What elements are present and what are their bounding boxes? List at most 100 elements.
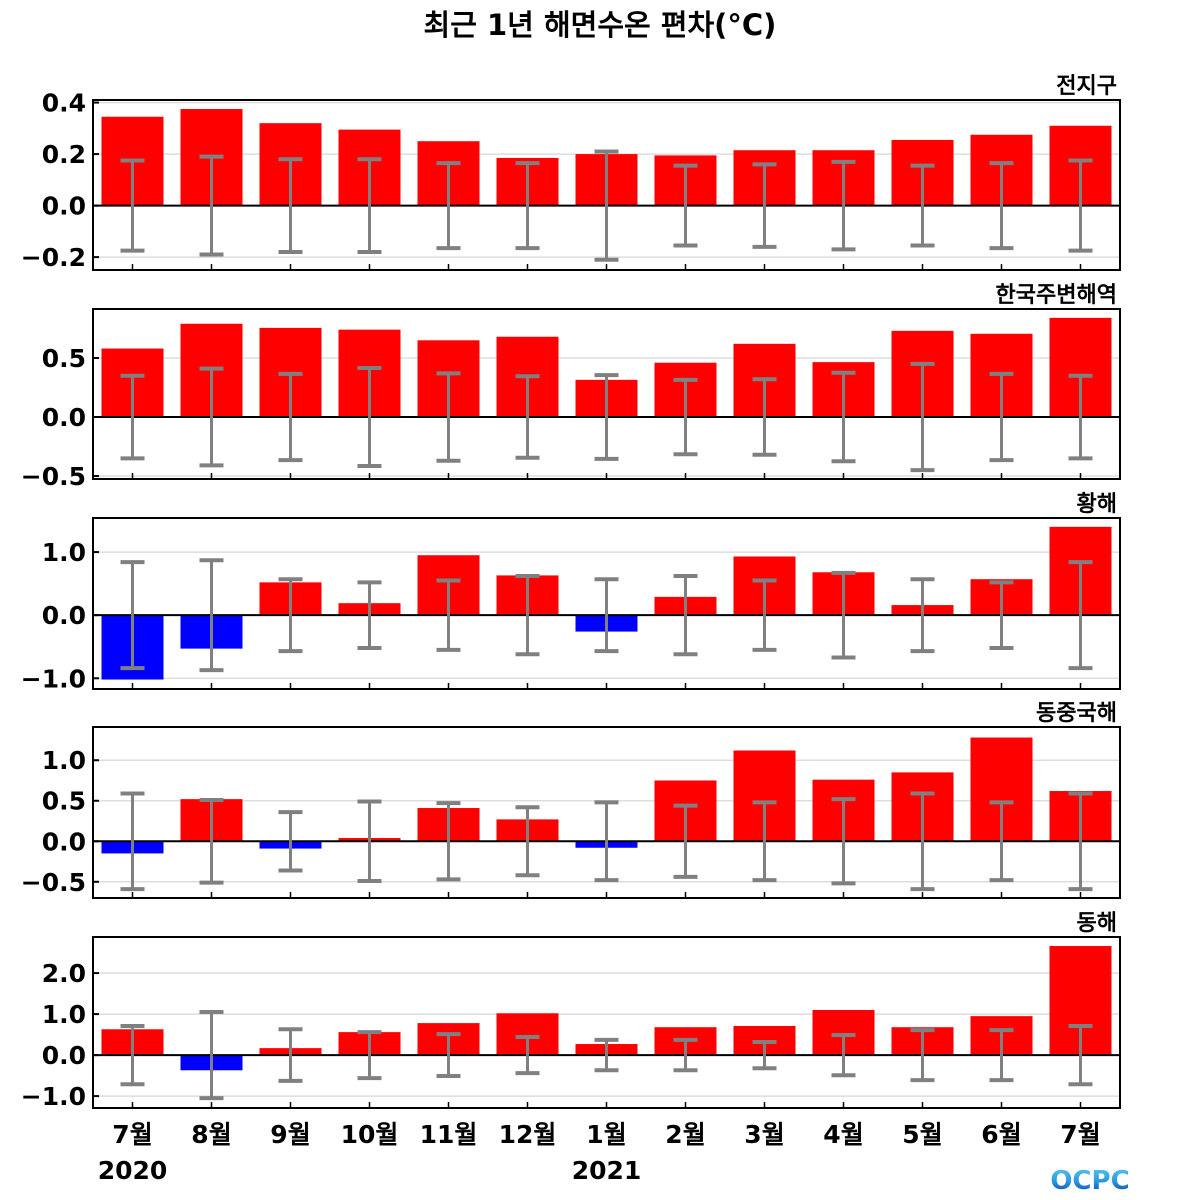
error-bar	[515, 574, 540, 657]
error-bar	[594, 1037, 619, 1073]
error-bar	[436, 161, 461, 251]
panel-label: 황해	[1077, 492, 1117, 517]
y-tick-label: 0.0	[42, 827, 86, 856]
error-bar	[673, 377, 698, 457]
x-tick-label: 8월	[191, 1120, 231, 1149]
y-tick-label: 0.5	[42, 787, 86, 816]
error-bar	[1068, 1023, 1093, 1087]
y-tick-label: −1.0	[21, 664, 86, 693]
panel-4: 동중국해 −0.5 0.0 0.5 1.0	[21, 701, 1121, 899]
error-bar	[989, 371, 1014, 463]
error-bar	[120, 373, 145, 461]
panel-2: 한국주변해역 −0.5 0.0 0.5	[21, 283, 1121, 491]
error-bar	[1068, 158, 1093, 253]
error-bar	[120, 791, 145, 892]
year-label: 2021	[572, 1156, 642, 1185]
y-tick-label: 1.0	[42, 1000, 86, 1029]
error-bar	[278, 371, 303, 463]
error-bar	[673, 1037, 698, 1073]
y-tick-label: 0.0	[42, 192, 86, 221]
panel-frame	[92, 517, 1121, 690]
error-bar	[910, 577, 935, 654]
y-tick-label: −0.5	[21, 462, 86, 491]
error-bar	[515, 805, 540, 878]
error-bar	[357, 799, 382, 883]
error-bar	[673, 163, 698, 248]
error-bar	[673, 803, 698, 879]
x-tick-label: 5월	[902, 1120, 942, 1149]
panel-frame	[92, 936, 1121, 1109]
panel-frame	[92, 726, 1121, 899]
year-label: 2020	[98, 1156, 168, 1185]
y-tick-label: 0.2	[42, 140, 86, 169]
y-tick-label: 0.4	[42, 89, 86, 118]
panel-1: 전지구 −0.2 0.0 0.2 0.4	[21, 74, 1121, 272]
x-tick-label: 2월	[665, 1120, 705, 1149]
error-bar	[989, 1028, 1014, 1083]
chart-title: 최근 1년 해면수온 편차(°C)	[423, 8, 777, 42]
y-tick-label: 1.0	[42, 538, 86, 567]
ocpc-logo: OCPC	[1050, 1166, 1129, 1196]
y-tick-label: −0.2	[21, 243, 86, 272]
error-bar	[752, 1039, 777, 1071]
error-bar	[120, 560, 145, 671]
error-bar	[199, 1010, 224, 1101]
error-bar	[1068, 560, 1093, 671]
error-bar	[120, 158, 145, 253]
error-bar	[989, 161, 1014, 251]
error-bar	[910, 791, 935, 892]
error-bar	[357, 580, 382, 650]
y-tick-label: 1.0	[42, 746, 86, 775]
error-bar	[752, 162, 777, 249]
panel-3: 황해 −1.0 0.0 1.0	[21, 492, 1121, 693]
x-tick-label: 12월	[499, 1120, 557, 1149]
y-tick-label: −1.0	[21, 1082, 86, 1111]
panel-label: 전지구	[1056, 74, 1117, 99]
error-bar	[120, 1023, 145, 1087]
error-bar	[199, 154, 224, 257]
error-bar	[752, 377, 777, 457]
panel-label: 한국주변해역	[996, 283, 1117, 308]
x-tick-label: 6월	[981, 1120, 1021, 1149]
error-bar	[199, 366, 224, 468]
error-bar	[436, 801, 461, 882]
error-bar	[515, 161, 540, 251]
panel-label: 동중국해	[1036, 701, 1117, 726]
error-bar	[910, 361, 935, 473]
error-bar	[357, 157, 382, 254]
error-bar	[515, 374, 540, 460]
error-bar	[831, 797, 856, 886]
error-bar	[910, 1028, 935, 1083]
y-tick-label: 0.0	[42, 601, 86, 630]
error-bar	[594, 149, 619, 262]
y-tick-label: −0.5	[21, 868, 86, 897]
x-tick-label: 7월	[112, 1120, 152, 1149]
x-tick-label: 7월	[1060, 1120, 1100, 1149]
y-tick-label: 2.0	[42, 959, 86, 988]
panel-label: 동해	[1077, 911, 1117, 936]
x-tick-label: 1월	[586, 1120, 626, 1149]
x-tick-label: 3월	[744, 1120, 784, 1149]
panel-frame	[92, 99, 1121, 271]
error-bar	[278, 810, 303, 873]
error-bar	[752, 578, 777, 652]
error-bar	[594, 800, 619, 883]
error-bar	[278, 577, 303, 654]
error-bar	[1068, 373, 1093, 461]
y-tick-label: 0.5	[42, 344, 86, 373]
y-tick-label: 0.0	[42, 403, 86, 432]
error-bar	[199, 797, 224, 885]
error-bar	[515, 1035, 540, 1076]
error-bar	[989, 800, 1014, 883]
error-bar	[278, 157, 303, 254]
error-bar	[831, 370, 856, 464]
error-bar	[357, 1030, 382, 1081]
error-bar	[436, 578, 461, 652]
panel-5: 동해 −1.0 0.0 1.0 2.0	[21, 911, 1121, 1111]
error-bar	[357, 366, 382, 469]
error-bar	[1068, 791, 1093, 892]
x-tick-label: 9월	[270, 1120, 310, 1149]
error-bar	[278, 1027, 303, 1083]
error-bar	[752, 800, 777, 883]
error-bar	[594, 373, 619, 461]
